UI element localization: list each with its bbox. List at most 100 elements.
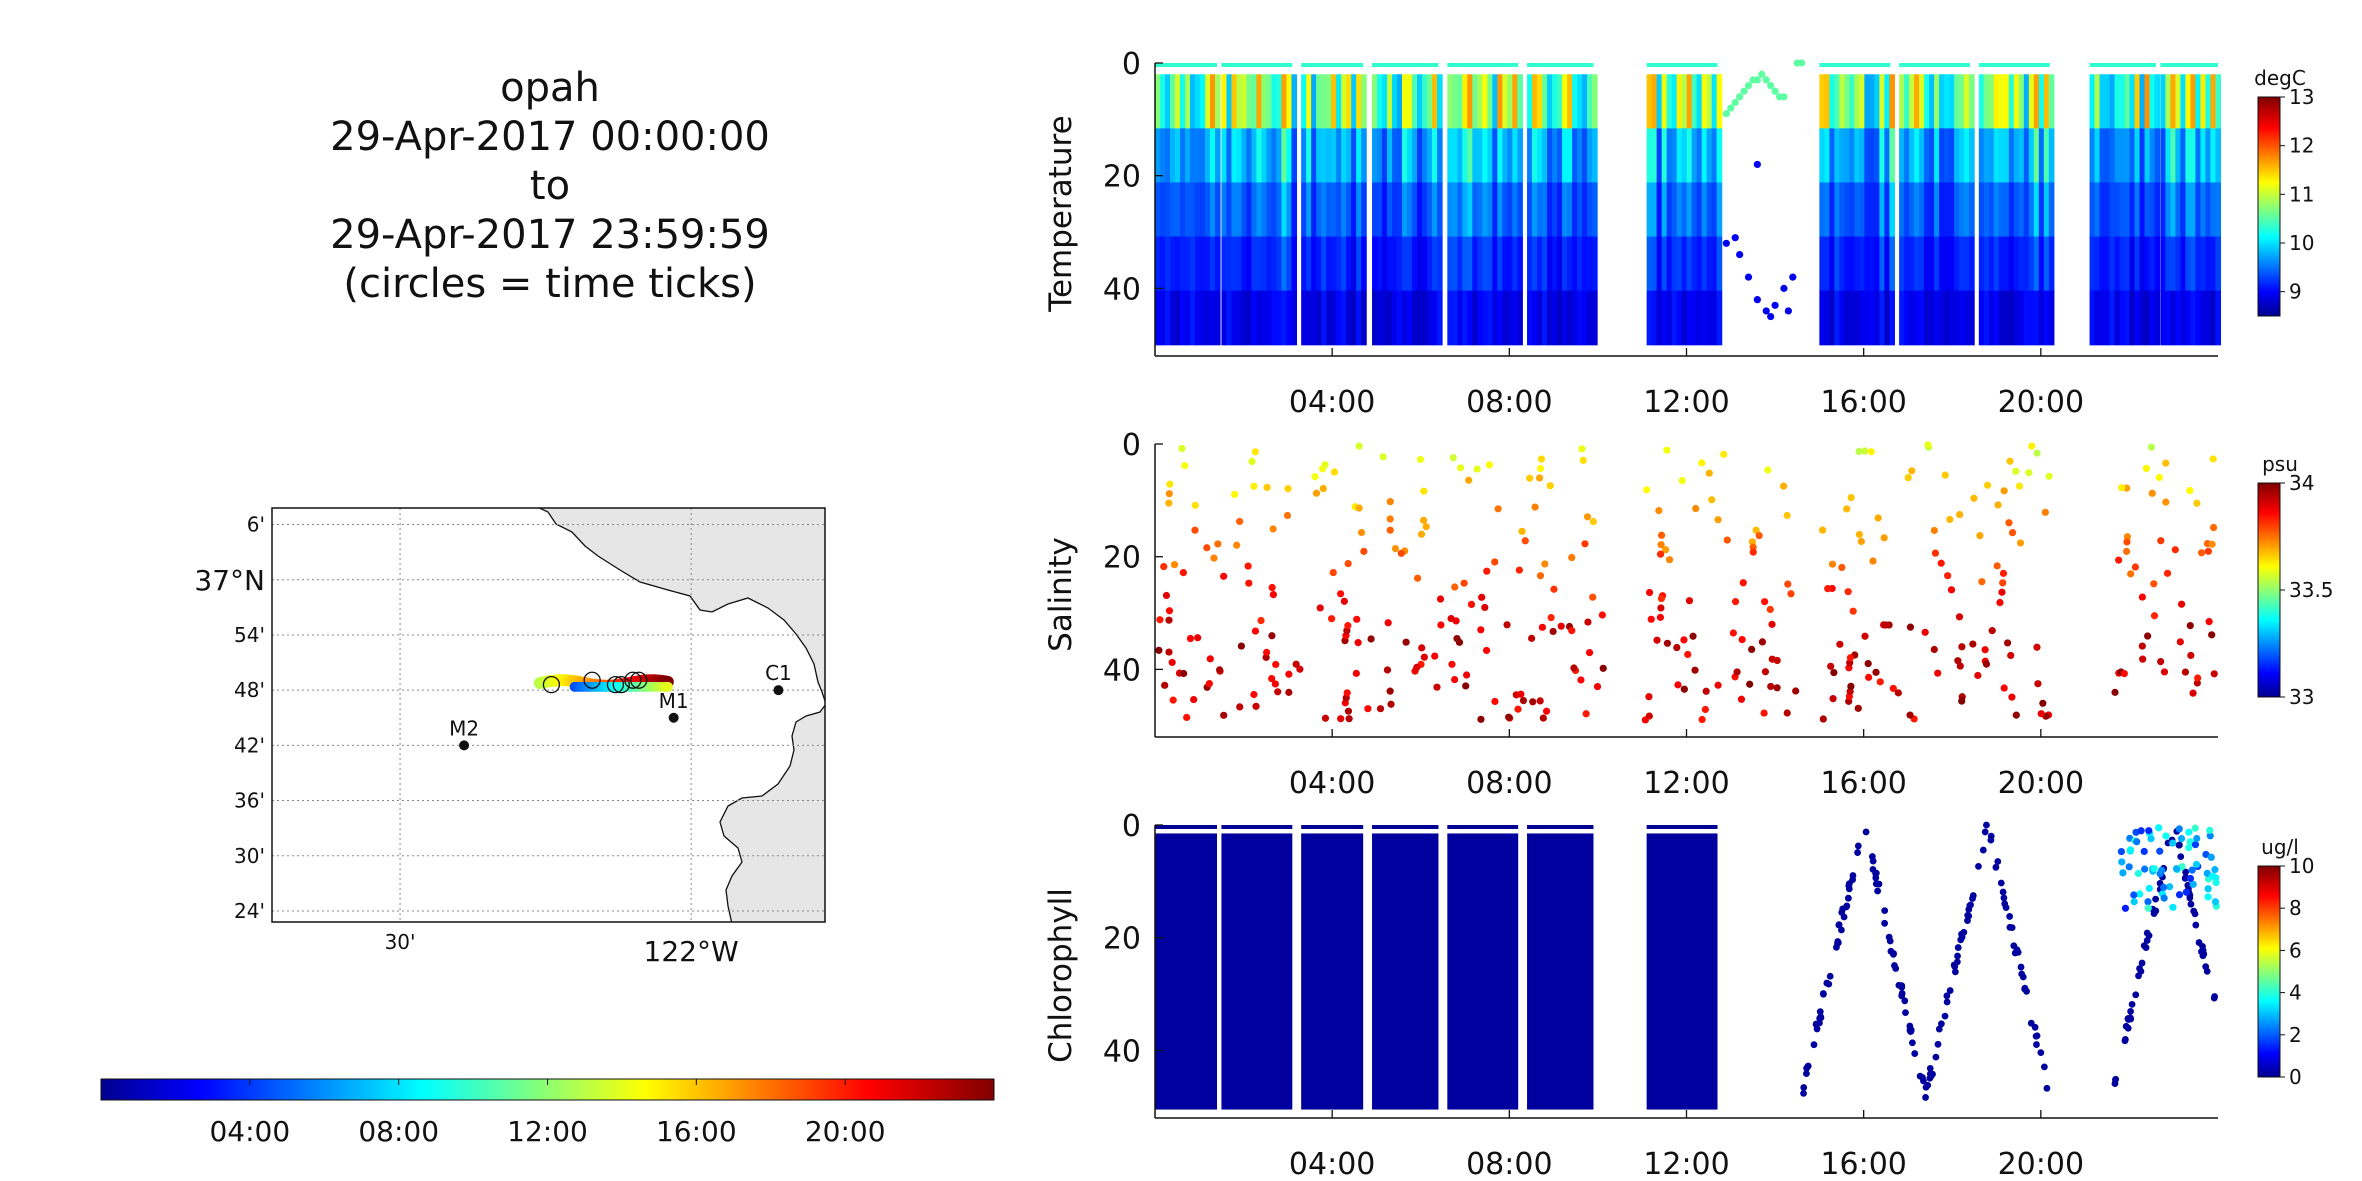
data-point [1882,621,1890,629]
data-point [1755,532,1763,540]
profile-cell [1572,128,1578,184]
title-line-end: 29-Apr-2017 23:59:59 [330,212,770,258]
data-point [1911,1050,1919,1057]
data-point [1999,579,2007,587]
data-point [1752,526,1760,534]
profile-cell [1432,128,1438,184]
profile-cell [1432,74,1438,129]
profile-cell [1180,128,1186,184]
profile-cell [1542,290,1548,346]
data-point [2000,894,2008,902]
profile-cell [1577,236,1583,292]
profile-cell [1427,290,1433,346]
profile-cell [1477,236,1483,292]
data-point [1416,455,1425,464]
data-point [1906,1026,1914,1034]
profile-cell [2124,236,2131,292]
profile-cell [1462,236,1468,292]
profile-cell [2094,128,2101,184]
data-point [2204,893,2212,901]
profile-cell [2013,128,2020,184]
data-point [2006,913,2014,920]
profile-cell [1502,128,1508,184]
data-point [1505,713,1513,721]
profile-cell [2119,182,2126,238]
data-point [1165,499,1173,507]
time-tick-circle [583,671,601,689]
profile-cell [1457,290,1463,346]
profile-cell [1326,236,1332,292]
profile-cell [2139,236,2146,292]
data-point [1183,713,1191,722]
data-point [2177,600,2186,608]
profile-cell [2119,74,2126,129]
profile-cell [2043,236,2050,292]
data-point [1481,603,1489,612]
y-axis-title: Temperature [1043,115,1079,312]
profile-cell [1165,74,1171,129]
profile-cell [1210,236,1216,292]
profile-cell [1686,236,1693,292]
profile-cell [1412,236,1418,292]
profile-cell [1691,128,1698,184]
profile-cell [1929,290,1935,346]
profile-cell [1824,182,1830,238]
data-point [1999,888,2007,896]
profile-cell [2003,290,2010,346]
data-point [1929,1070,1936,1078]
data-point [2192,921,2200,929]
profile-cell [1944,236,1950,292]
data-point [2005,519,2013,527]
profile-cell [1261,290,1268,346]
data-point [1758,70,1766,78]
profile-cell [1221,182,1228,238]
profile-cell [2215,236,2222,292]
data-point [1922,1094,1929,1101]
profile-cell [1839,182,1845,238]
profile-cell [1271,290,1278,346]
profile-cell [2149,74,2156,129]
profile-cell [2028,128,2035,184]
time-tick-circle [606,675,625,694]
profile-cell [2190,182,2197,238]
profile-cell [1316,128,1322,184]
data-point [1780,482,1788,490]
data-point [2212,878,2220,887]
data-point [1220,711,1228,719]
profile-cell [2139,182,2146,238]
data-point [1491,697,1499,706]
profile-cell [2210,236,2217,292]
profile-cell [1924,128,1930,184]
x-tick-label: 04:00 [1289,385,1375,420]
profile-cell [1557,74,1563,129]
profile-cell [2124,128,2131,184]
profile-cell [2210,128,2217,184]
map-lat-tick: 48' [234,678,265,702]
data-point [2202,850,2210,859]
data-point [1536,464,1545,473]
data-point [2006,923,2014,931]
profile-cell [1377,74,1383,129]
data-point [2197,549,2206,557]
profile-cell [1939,128,1945,184]
profile-cell [1377,290,1383,346]
profile-cell [1651,182,1658,238]
profile-cell [1266,182,1273,238]
profile-cell [1377,128,1383,184]
profile-cell [1854,128,1860,184]
data-point [2209,523,2218,532]
profile-cell [1180,74,1186,129]
profile-cell [1306,290,1312,346]
profile-cell [1904,128,1910,184]
profile-cell [1914,74,1920,129]
data-point [1762,307,1770,315]
surface-strip [2089,63,2156,67]
profile-cell [2089,128,2096,184]
profile-cell [1241,74,1248,129]
profile-cell [1849,236,1855,292]
profile-cell [1998,290,2005,346]
data-point [1463,671,1471,679]
data-point [1727,104,1735,112]
data-point [1838,563,1846,572]
